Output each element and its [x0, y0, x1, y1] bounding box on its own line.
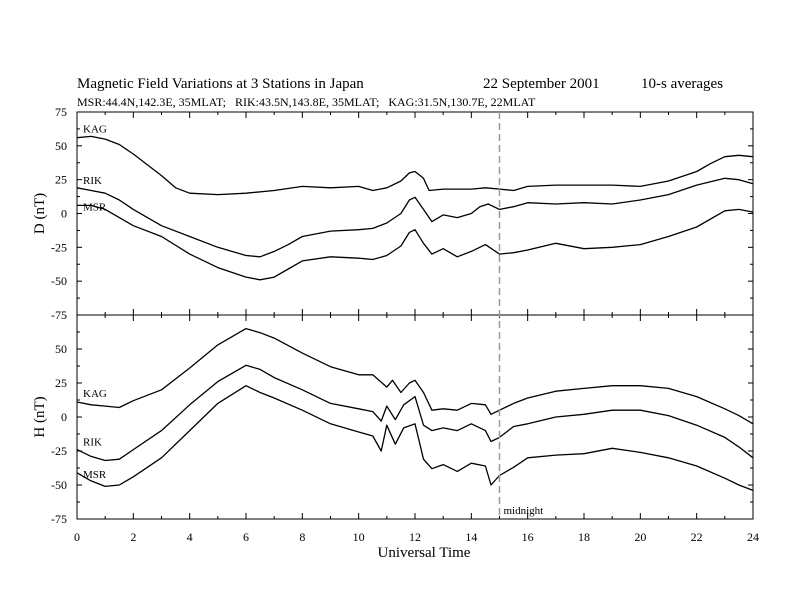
- series-label-msr: MSR: [83, 201, 107, 213]
- series-line-msr: [77, 204, 754, 281]
- d-panel: 75 50 25 0 -25 -50 -75 D (nT) KAG RIK MSR: [32, 105, 754, 322]
- panel-frame: [76, 111, 754, 316]
- y-tick-label: -25: [51, 444, 67, 458]
- x-tick-label: 16: [522, 530, 534, 544]
- y-axis-label: D (nT): [32, 193, 48, 234]
- y-tick-label: -50: [51, 274, 67, 288]
- y-tick-label: 0: [61, 207, 67, 221]
- series-line-rik: [76, 177, 754, 258]
- x-axis: 0 2 4 6 8 10 12 14 16 18 20 22 24: [74, 530, 759, 544]
- x-tick-label: 10: [353, 530, 365, 544]
- y-tick-label: 50: [55, 342, 67, 356]
- x-tick-label: 0: [74, 530, 80, 544]
- chart-date: 22 September 2001: [483, 76, 600, 92]
- x-tick-label: 12: [409, 530, 421, 544]
- y-axis-label: H (nT): [32, 396, 48, 437]
- x-tick-label: 2: [130, 530, 136, 544]
- y-tick-label: -75: [51, 308, 67, 322]
- x-axis-label: Universal Time: [378, 545, 471, 561]
- series-label-msr: MSR: [83, 469, 107, 481]
- y-tick-label: 75: [55, 105, 67, 119]
- y-tick-label: -75: [51, 512, 67, 526]
- y-tick-label: 25: [55, 376, 67, 390]
- y-tick-label: 25: [55, 173, 67, 187]
- chart-averaging: 10-s averages: [641, 76, 723, 92]
- series-label-kag: KAG: [83, 388, 107, 400]
- chart-title: Magnetic Field Variations at 3 Stations …: [77, 76, 364, 92]
- chart-subtitle: MSR:44.4N,142.3E, 35MLAT; RIK:43.5N,143.…: [77, 95, 536, 109]
- y-tick-label: 0: [61, 410, 67, 424]
- h-panel: 50 25 0 -25 -50 -75 H (nT) KAG RIK MSR: [32, 314, 754, 526]
- series-label-rik: RIK: [83, 437, 102, 449]
- x-tick-label: 24: [747, 530, 759, 544]
- panel-frame: [76, 314, 754, 520]
- x-tick-label: 8: [299, 530, 305, 544]
- series-label-rik: RIK: [83, 175, 102, 187]
- y-tick-label: -50: [51, 478, 67, 492]
- series-label-kag: KAG: [83, 124, 107, 136]
- y-tick-label: -25: [51, 240, 67, 254]
- x-tick-label: 14: [465, 530, 477, 544]
- y-tick-label: 50: [55, 139, 67, 153]
- series-line-msr: [76, 385, 754, 492]
- series-line-kag: [76, 135, 754, 196]
- x-tick-label: 18: [578, 530, 590, 544]
- x-tick-label: 22: [691, 530, 703, 544]
- midnight-label: midnight: [504, 505, 544, 517]
- midnight-marker: midnight: [498, 112, 544, 519]
- x-tick-label: 20: [634, 530, 646, 544]
- series-line-rik: [76, 364, 754, 462]
- x-tick-label: 6: [243, 530, 249, 544]
- x-tick-label: 4: [187, 530, 193, 544]
- series-line-kag: [76, 327, 754, 425]
